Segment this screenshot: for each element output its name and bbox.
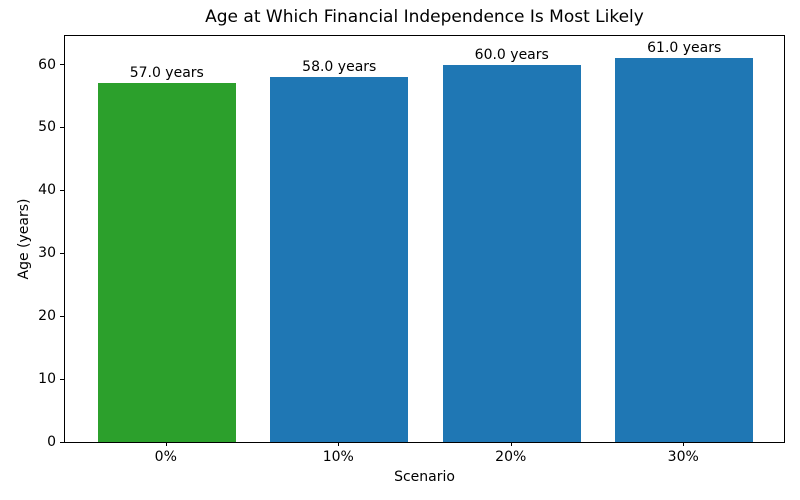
y-axis-label: Age (years): [16, 198, 32, 280]
x-tick-mark: [683, 442, 685, 446]
y-tick-label: 40: [38, 182, 56, 199]
y-tick-label: 60: [38, 56, 56, 73]
x-tick-mark: [510, 442, 512, 446]
bar: [97, 83, 236, 442]
bar: [442, 64, 581, 442]
x-tick-mark: [338, 442, 340, 446]
x-tick-label: 10%: [322, 449, 354, 465]
y-tick-mark: [60, 126, 64, 128]
y-tick-mark: [60, 64, 64, 66]
bar-value-label: 60.0 years: [474, 46, 549, 63]
y-tick-mark: [60, 189, 64, 191]
bar: [270, 77, 409, 442]
y-tick-mark: [60, 441, 64, 443]
chart-title: Age at Which Financial Independence Is M…: [205, 7, 644, 27]
bar-value-label: 61.0 years: [647, 40, 722, 57]
y-tick-label: 10: [38, 371, 56, 388]
bar: [615, 58, 754, 442]
y-tick-label: 0: [47, 434, 56, 450]
y-tick-label: 30: [38, 245, 56, 262]
y-tick-mark: [60, 378, 64, 380]
y-tick-mark: [60, 315, 64, 317]
x-tick-mark: [165, 442, 167, 446]
y-tick-label: 20: [38, 308, 56, 325]
y-tick-mark: [60, 252, 64, 254]
plot-area: 57.0 years 58.0 years 60.0 years 61.0 years: [64, 35, 785, 443]
x-axis-label: Scenario: [394, 469, 455, 485]
bar-value-label: 57.0 years: [129, 65, 204, 82]
x-tick-label: 30%: [667, 449, 699, 465]
y-tick-label: 50: [38, 119, 56, 136]
x-tick-label: 0%: [154, 449, 177, 465]
x-tick-label: 20%: [495, 449, 527, 465]
bar-value-label: 58.0 years: [302, 59, 377, 76]
